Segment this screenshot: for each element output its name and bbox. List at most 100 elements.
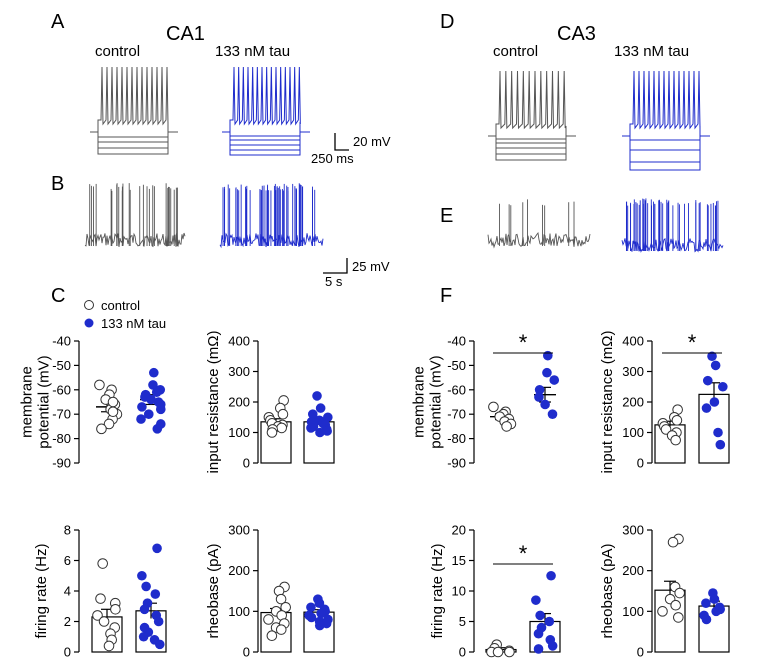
chart-ca3-rheobase-point-control-1 [667,536,679,548]
trace-ca1-control-steps-step-0 [90,131,178,138]
chart-ca3-rheobase-point-tau-2 [701,598,711,608]
chart-ca3-input-resistance-sig-star: * [688,330,697,355]
chart-ca1-firing-rate-point-control-4 [92,610,103,621]
trace-ca3-control-steps-step-2 [488,135,576,149]
chart-ca1-membrane-potential-ytick-label-3: -70 [52,407,71,422]
trace-ca3-tau-steps-step-0 [622,135,710,141]
chart-ca3-rheobase-ylabel-0: rheobase (pA) [599,543,616,638]
legend-tau-label: 133 nM tau [101,316,166,331]
trace-ca3-tau-steps-step-3 [622,135,710,171]
chart-ca1-input-resistance-ytick-label-3: 300 [228,364,250,379]
chart-ca1-rheobase-point-tau-5 [316,608,326,619]
chart-ca1-rheobase-point-control-10 [266,630,278,642]
chart-ca1-firing-rate-point-control-9 [103,640,115,652]
chart-ca1-firing-rate-ylabel-0: firing rate (Hz) [33,543,50,638]
chart-ca1-rheobase-ylabel-0: rheobase (pA) [205,543,222,638]
chart-ca1-firing-rate-point-tau-3 [150,589,161,599]
chart-ca3-membrane-potential: -40 -50 -60 -70 -80 -90 membrane potential (mV)… [411,330,560,471]
chart-ca3-membrane-potential-point-tau-1 [542,367,552,378]
chart-ca3-input-resistance-ytick-label-1: 100 [622,425,644,440]
chart-ca3-rheobase-point-control-3 [674,587,685,599]
chart-ca3-firing-rate: 0 5 10 15 20 firing rate (Hz) * [429,523,561,660]
chart-ca3-input-resistance-point-tau-2 [702,375,713,386]
panel-label-a: A [51,11,65,33]
region-title-ca3: CA3 [557,23,596,45]
chart-ca3-rheobase-ytick-label-3: 300 [622,523,644,538]
chart-ca3-input-resistance-point-control-2 [671,415,683,426]
chart-ca3-membrane-potential-ytick-label-5: -90 [447,456,466,471]
chart-ca1-input-resistance-ytick-label-4: 400 [228,334,250,349]
chart-ca1-firing-rate-point-control-5 [98,616,110,627]
chart-ca3-input-resistance-point-tau-1 [710,360,721,371]
chart-ca1-membrane-potential-point-tau-13 [152,424,163,434]
chart-ca1-firing-rate-point-tau-12 [154,639,165,650]
chart-ca1-membrane-potential-point-tau-10 [143,409,154,420]
chart-ca3-firing-rate-sig-star: * [519,541,528,566]
legend-control-marker [84,300,94,310]
panel-label-b: B [51,173,64,195]
chart-ca3-membrane-potential-ytick-label-0: -40 [447,334,466,349]
chart-ca1-rheobase: 0 100 200 300 rheobase (pA) [205,523,335,660]
trace-ca1-tau-steps-step-2 [222,131,310,146]
chart-ca3-membrane-potential-point-tau-3 [534,385,545,395]
chart-ca1-membrane-potential-ytick-label-0: -40 [52,334,71,349]
chart-ca1-membrane-potential-point-tau-9 [155,404,166,415]
chart-ca1-input-resistance-point-tau-2 [307,409,318,420]
chart-ca1-firing-rate-point-control-3 [110,604,121,615]
chart-ca3-membrane-potential-ytick-label-3: -70 [447,407,466,422]
chart-ca3-input-resistance-ylabel-0: input resistance (mΩ) [599,331,616,474]
trace-ca1-tau-steps-spiking [222,66,310,133]
chart-ca3-input-resistance-point-tau-6 [713,427,723,438]
chart-ca1-firing-rate-ytick-label-3: 6 [64,553,71,568]
chart-ca1-rheobase-point-tau-11 [314,620,325,631]
chart-ca1-firing-rate-point-tau-2 [141,581,151,592]
chart-ca3-input-resistance-ytick-label-3: 300 [622,364,644,379]
scale-bar-spont-lines [323,258,348,274]
chart-ca3-firing-rate-point-tau-5 [533,628,544,639]
chart-ca3-rheobase-point-tau-7 [701,614,712,625]
panel-label-e: E [440,205,453,227]
chart-ca1-membrane-potential-point-control-11 [107,406,119,418]
chart-ca3-rheobase-ytick-label-1: 100 [622,604,644,619]
chart-ca3-membrane-potential-ytick-label-1: -50 [447,358,466,373]
chart-ca1-input-resistance-point-tau-9 [306,423,316,433]
trace-ca3-control-spont-spikes [499,199,575,246]
chart-ca3-firing-rate-ytick-label-2: 10 [452,584,466,599]
chart-ca3-input-resistance-ytick-label-0: 0 [637,456,644,471]
chart-ca3-firing-rate-point-tau-3 [544,616,555,627]
chart-ca3-input-resistance-point-tau-5 [701,403,712,413]
chart-ca3-firing-rate-point-tau-7 [547,641,558,651]
trace-ca1-tau-steps-step-3 [222,131,310,151]
chart-ca1-membrane-potential-ylabel-0: membrane [19,366,36,438]
chart-ca1-rheobase-ytick-label-1: 100 [228,604,250,619]
chart-ca3-input-resistance-ytick-label-4: 400 [622,334,644,349]
panel-label-d: D [440,11,454,33]
trace-ca1-control-steps-step-3 [90,131,178,155]
chart-ca3-membrane-potential-point-control-0 [488,401,499,413]
chart-ca1-firing-rate-ytick-label-1: 2 [64,614,71,629]
panel-label-f: F [440,285,452,307]
chart-ca3-firing-rate-ytick-label-0: 0 [459,645,466,660]
chart-ca1-firing-rate-point-control-0 [97,558,108,569]
chart-ca1-input-resistance-point-control-2 [277,408,289,420]
chart-ca1-firing-rate-ytick-label-0: 0 [64,645,71,660]
trace-ca1-tau-spont-spikes [222,183,316,246]
chart-ca1-rheobase-ytick-label-3: 300 [228,523,250,538]
chart-ca1-membrane-potential-ytick-label-4: -80 [52,431,71,446]
condition-label-ca3-control: control [493,43,538,60]
chart-ca1-membrane-potential-ytick-label-2: -60 [52,382,71,397]
legend-control-label: control [101,298,140,313]
chart-ca1-membrane-potential-point-tau-0 [149,367,159,378]
condition-label-ca1-tau: 133 nM tau [215,43,290,60]
chart-ca1-input-resistance-point-control-8 [276,422,287,434]
chart-ca1-input-resistance: 0 100 200 300 400 input resistance (mΩ) [205,331,335,474]
trace-ca1-tau-steps [222,66,310,156]
chart-ca1-firing-rate-point-control-1 [95,593,106,604]
chart-ca3-rheobase-point-control-7 [673,612,684,623]
chart-ca1-input-resistance-ylabel-0: input resistance (mΩ) [205,331,222,474]
chart-ca3-membrane-potential-sig-star: * [519,330,528,355]
chart-ca1-input-resistance-point-tau-0 [312,391,322,401]
chart-ca3-membrane-potential-point-tau-0 [543,350,553,361]
chart-ca3-firing-rate-point-tau-2 [535,610,545,621]
trace-ca1-control-spont-spikes [89,183,178,246]
